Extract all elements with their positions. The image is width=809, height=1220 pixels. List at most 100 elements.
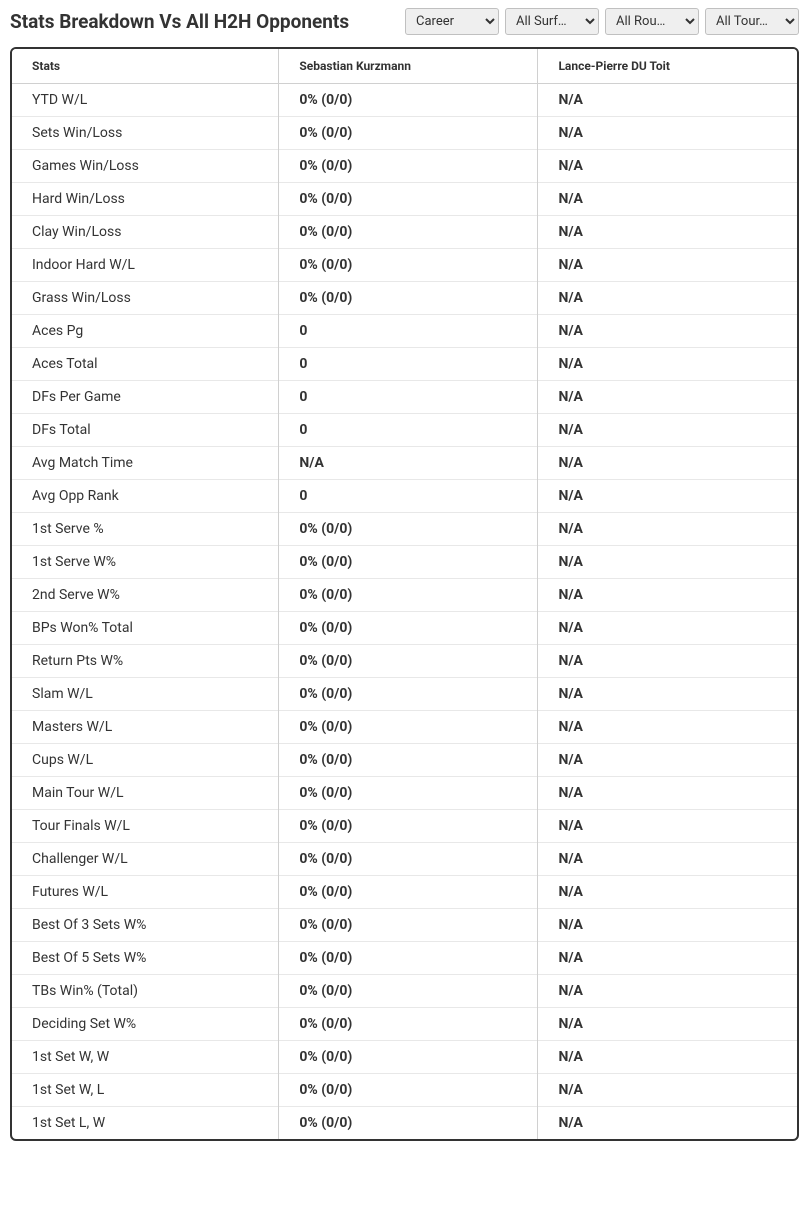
stat-label: Avg Opp Rank [12,480,279,513]
table-row: Main Tour W/L0% (0/0)N/A [12,777,797,810]
player1-value: 0% (0/0) [279,1008,538,1041]
player2-value: N/A [538,480,797,513]
stat-label: Main Tour W/L [12,777,279,810]
header-row: Stats Sebastian Kurzmann Lance-Pierre DU… [12,49,797,84]
player1-value: 0% (0/0) [279,249,538,282]
table-body: YTD W/L0% (0/0)N/ASets Win/Loss0% (0/0)N… [12,84,797,1140]
player1-value: 0% (0/0) [279,942,538,975]
player1-value: 0% (0/0) [279,810,538,843]
table-row: Best Of 3 Sets W%0% (0/0)N/A [12,909,797,942]
table-row: Games Win/Loss0% (0/0)N/A [12,150,797,183]
player2-value: N/A [538,810,797,843]
stat-label: Avg Match Time [12,447,279,480]
player1-value: 0% (0/0) [279,546,538,579]
round-filter-select[interactable]: All Rou… [605,8,699,35]
stat-label: 1st Serve % [12,513,279,546]
header-bar: Stats Breakdown Vs All H2H Opponents Car… [0,0,809,43]
page-title: Stats Breakdown Vs All H2H Opponents [10,10,349,33]
player1-value: 0% (0/0) [279,150,538,183]
player2-value: N/A [538,183,797,216]
stat-label: DFs Total [12,414,279,447]
player1-value: 0% (0/0) [279,678,538,711]
stat-label: Masters W/L [12,711,279,744]
player2-value: N/A [538,84,797,117]
stat-label: Best Of 3 Sets W% [12,909,279,942]
player1-value: 0% (0/0) [279,843,538,876]
player1-value: 0% (0/0) [279,909,538,942]
surface-filter-select[interactable]: All Surf… [505,8,599,35]
player2-value: N/A [538,645,797,678]
player2-value: N/A [538,1107,797,1140]
stat-label: 2nd Serve W% [12,579,279,612]
stat-label: Return Pts W% [12,645,279,678]
career-filter-select[interactable]: Career [405,8,499,35]
player2-value: N/A [538,381,797,414]
table-row: Slam W/L0% (0/0)N/A [12,678,797,711]
table-row: Indoor Hard W/L0% (0/0)N/A [12,249,797,282]
table-row: Hard Win/Loss0% (0/0)N/A [12,183,797,216]
table-row: Best Of 5 Sets W%0% (0/0)N/A [12,942,797,975]
table-row: Clay Win/Loss0% (0/0)N/A [12,216,797,249]
table-row: Challenger W/L0% (0/0)N/A [12,843,797,876]
player2-value: N/A [538,513,797,546]
player1-value: N/A [279,447,538,480]
player1-value: 0% (0/0) [279,1041,538,1074]
stat-label: Aces Pg [12,315,279,348]
tour-filter-select[interactable]: All Tour… [705,8,799,35]
player2-value: N/A [538,1008,797,1041]
stat-label: Clay Win/Loss [12,216,279,249]
player1-value: 0% (0/0) [279,579,538,612]
table-row: Futures W/L0% (0/0)N/A [12,876,797,909]
player2-value: N/A [538,150,797,183]
table-row: 1st Set W, W0% (0/0)N/A [12,1041,797,1074]
stats-table: Stats Sebastian Kurzmann Lance-Pierre DU… [12,49,797,1139]
table-row: 1st Set W, L0% (0/0)N/A [12,1074,797,1107]
player1-value: 0% (0/0) [279,183,538,216]
table-row: 2nd Serve W%0% (0/0)N/A [12,579,797,612]
player2-value: N/A [538,348,797,381]
stat-label: Cups W/L [12,744,279,777]
stat-label: Challenger W/L [12,843,279,876]
player1-value: 0% (0/0) [279,117,538,150]
player1-value: 0% (0/0) [279,1074,538,1107]
stat-label: Futures W/L [12,876,279,909]
player1-value: 0% (0/0) [279,513,538,546]
player2-value: N/A [538,777,797,810]
stat-label: Games Win/Loss [12,150,279,183]
stat-label: Slam W/L [12,678,279,711]
player2-value: N/A [538,678,797,711]
table-row: Deciding Set W%0% (0/0)N/A [12,1008,797,1041]
table-row: Avg Opp Rank0N/A [12,480,797,513]
stat-label: 1st Serve W% [12,546,279,579]
stats-column-header: Stats [12,49,279,84]
player1-value: 0% (0/0) [279,876,538,909]
player1-value: 0 [279,480,538,513]
stat-label: Deciding Set W% [12,1008,279,1041]
table-row: 1st Serve %0% (0/0)N/A [12,513,797,546]
player1-value: 0% (0/0) [279,612,538,645]
player1-value: 0% (0/0) [279,777,538,810]
player2-value: N/A [538,447,797,480]
player1-column-header: Sebastian Kurzmann [279,49,538,84]
stat-label: Best Of 5 Sets W% [12,942,279,975]
player2-value: N/A [538,1074,797,1107]
player1-value: 0% (0/0) [279,1107,538,1140]
player2-value: N/A [538,579,797,612]
stat-label: 1st Set L, W [12,1107,279,1140]
table-header: Stats Sebastian Kurzmann Lance-Pierre DU… [12,49,797,84]
player2-value: N/A [538,315,797,348]
player2-value: N/A [538,282,797,315]
stat-label: 1st Set W, L [12,1074,279,1107]
filter-group: Career All Surf… All Rou… All Tour… [405,8,799,35]
table-row: Grass Win/Loss0% (0/0)N/A [12,282,797,315]
player2-value: N/A [538,942,797,975]
table-row: 1st Serve W%0% (0/0)N/A [12,546,797,579]
table-row: YTD W/L0% (0/0)N/A [12,84,797,117]
stat-label: BPs Won% Total [12,612,279,645]
stat-label: YTD W/L [12,84,279,117]
player2-value: N/A [538,414,797,447]
stat-label: 1st Set W, W [12,1041,279,1074]
player2-value: N/A [538,711,797,744]
player2-value: N/A [538,876,797,909]
stat-label: Grass Win/Loss [12,282,279,315]
